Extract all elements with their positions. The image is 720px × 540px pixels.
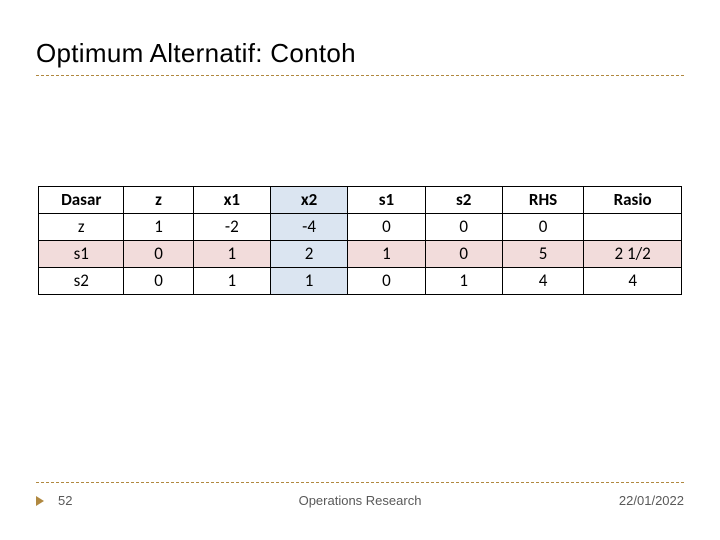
cell: -4 [270, 214, 347, 241]
cell: 5 [502, 241, 583, 268]
cell: 2 1/2 [584, 241, 682, 268]
table-header-row: Dasar z x1 x2 s1 s2 RHS Rasio [39, 187, 682, 214]
col-header: s1 [348, 187, 425, 214]
row-label: s2 [39, 268, 124, 295]
cell: 0 [502, 214, 583, 241]
play-icon [36, 496, 44, 506]
table-row: s2 0 1 1 0 1 4 4 [39, 268, 682, 295]
cell: 0 [124, 268, 193, 295]
cell: 4 [584, 268, 682, 295]
row-label: z [39, 214, 124, 241]
col-header: x1 [193, 187, 270, 214]
slide-title: Optimum Alternatif: Contoh [36, 38, 684, 76]
cell: 1 [124, 214, 193, 241]
page-number: 52 [58, 493, 72, 508]
col-header: Rasio [584, 187, 682, 214]
col-header: Dasar [39, 187, 124, 214]
cell: 0 [124, 241, 193, 268]
cell: 1 [348, 241, 425, 268]
footer: 52 Operations Research 22/01/2022 [36, 482, 684, 508]
cell: 1 [270, 268, 347, 295]
cell: 1 [193, 241, 270, 268]
cell: 2 [270, 241, 347, 268]
footer-middle: Operations Research [299, 493, 422, 508]
cell: 0 [348, 268, 425, 295]
table-row: s1 0 1 2 1 0 5 2 1/2 [39, 241, 682, 268]
cell [584, 214, 682, 241]
cell: 1 [193, 268, 270, 295]
col-header: x2 [270, 187, 347, 214]
row-label: s1 [39, 241, 124, 268]
cell: 4 [502, 268, 583, 295]
cell: -2 [193, 214, 270, 241]
table-row: z 1 -2 -4 0 0 0 [39, 214, 682, 241]
cell: 1 [425, 268, 502, 295]
simplex-table: Dasar z x1 x2 s1 s2 RHS Rasio z 1 -2 -4 … [36, 186, 684, 295]
cell: 0 [425, 214, 502, 241]
footer-date: 22/01/2022 [619, 493, 684, 508]
col-header: RHS [502, 187, 583, 214]
cell: 0 [425, 241, 502, 268]
col-header: z [124, 187, 193, 214]
col-header: s2 [425, 187, 502, 214]
cell: 0 [348, 214, 425, 241]
